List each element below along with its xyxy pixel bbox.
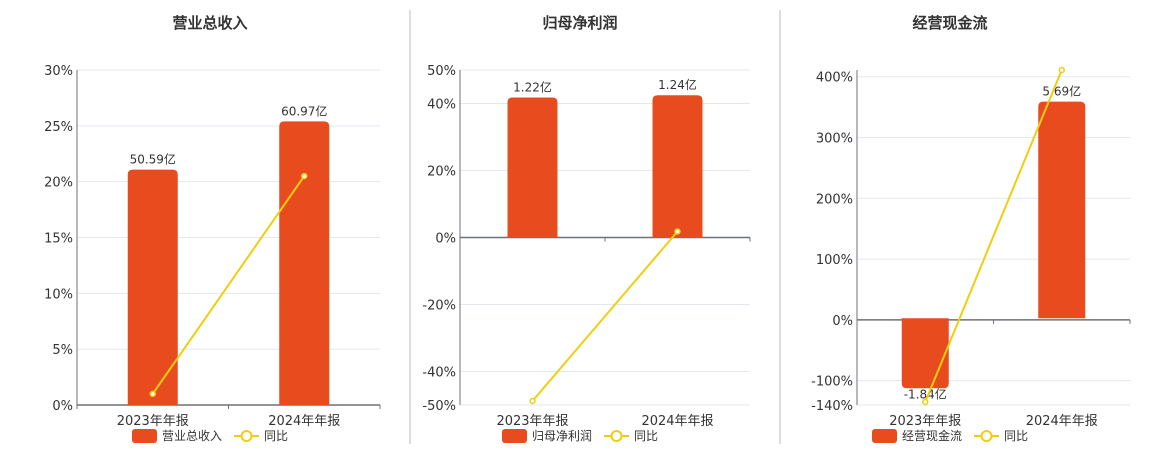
legend: 经营现金流 同比: [872, 428, 1028, 443]
y-tick-label: 20%: [44, 176, 73, 191]
y-tick-label: -40%: [422, 366, 456, 381]
y-tick-label: -20%: [422, 299, 456, 314]
x-tick-label: 2024年年报: [268, 414, 340, 429]
legend-line-label[interactable]: 同比: [634, 429, 658, 443]
bar[interactable]: [127, 169, 178, 405]
y-tick-label: -140%: [811, 399, 853, 414]
line-point[interactable]: [922, 398, 929, 406]
x-tick-label: 2024年年报: [1026, 414, 1098, 429]
chart-title: 营业总收入: [172, 14, 247, 32]
y-tick-label: 400%: [816, 71, 853, 86]
legend-bar-label[interactable]: 归母净利润: [532, 429, 592, 443]
bar-data-label: 50.59亿: [130, 152, 176, 167]
bar[interactable]: [901, 318, 949, 389]
bar-data-label: 5.69亿: [1042, 84, 1081, 99]
legend-bar-label[interactable]: 营业总收入: [162, 429, 222, 443]
y-tick-label: -100%: [811, 375, 853, 390]
y-tick-label: -50%: [422, 399, 456, 414]
line-point[interactable]: [301, 172, 308, 180]
bar-data-label: 1.24亿: [658, 77, 697, 92]
line-point[interactable]: [529, 397, 536, 405]
bar[interactable]: [279, 121, 330, 406]
y-tick-label: 100%: [816, 253, 853, 268]
legend-line-label[interactable]: 同比: [1004, 429, 1028, 443]
y-tick-label: 15%: [44, 232, 73, 247]
y-tick-label: 50%: [427, 64, 456, 79]
line-series: [531, 230, 679, 402]
bar[interactable]: [652, 95, 703, 238]
chart-title: 归母净利润: [542, 14, 617, 32]
bar-data-label: 1.22亿: [513, 80, 552, 95]
y-tick-label: 200%: [816, 192, 853, 207]
legend-line-marker-icon: [980, 430, 993, 442]
legend: 归母净利润 同比: [502, 429, 658, 443]
y-tick-label: 25%: [44, 120, 73, 135]
chart-panel-1: 营业总收入 0% 5% 10% 15% 20% 25% 30% 2023年年报 50.59亿 202…: [44, 14, 381, 443]
chart-title: 经营现金流: [912, 14, 987, 32]
legend-bar-swatch[interactable]: [132, 429, 157, 443]
bar[interactable]: [1038, 101, 1086, 319]
x-tick-label: 2024年年报: [641, 414, 713, 429]
line-series: [924, 69, 1063, 403]
bar-data-label: -1.84亿: [904, 386, 947, 401]
y-tick-label: 0%: [435, 232, 456, 247]
legend-bar-swatch[interactable]: [502, 429, 527, 443]
y-tick-label: 5%: [52, 343, 73, 358]
legend-line-marker-icon: [240, 430, 253, 442]
y-tick-label: 30%: [44, 64, 73, 79]
y-tick-label: 300%: [816, 131, 853, 146]
y-tick-label: 0%: [832, 314, 853, 329]
line-point[interactable]: [1058, 66, 1065, 74]
line-point[interactable]: [149, 390, 156, 398]
x-tick-label: 2023年年报: [117, 414, 189, 429]
bar-data-label: 60.97亿: [281, 103, 327, 118]
chart-panel-3: 经营现金流 -140% -100% 0% 100% 200% 300% 400% 2023年年报…: [811, 14, 1131, 443]
x-tick-label: 2023年年报: [496, 414, 568, 429]
legend-line-label[interactable]: 同比: [264, 429, 288, 443]
legend-bar-swatch[interactable]: [872, 429, 897, 443]
y-tick-label: 40%: [427, 98, 456, 113]
y-tick-label: 10%: [44, 287, 73, 302]
line-point[interactable]: [674, 228, 681, 235]
y-tick-label: 0%: [52, 399, 73, 414]
x-tick-label: 2023年年报: [889, 414, 961, 429]
legend-line-marker-icon: [610, 430, 623, 442]
bar[interactable]: [507, 97, 558, 238]
chart-panel-2: 归母净利润 -50% -40% -20% 0% 20% 40% 50% 2023年年报 1.22亿…: [422, 14, 751, 443]
y-tick-label: 20%: [427, 165, 456, 180]
line-series: [151, 175, 306, 395]
legend-bar-label[interactable]: 经营现金流: [902, 428, 962, 443]
legend: 营业总收入 同比: [132, 429, 288, 443]
